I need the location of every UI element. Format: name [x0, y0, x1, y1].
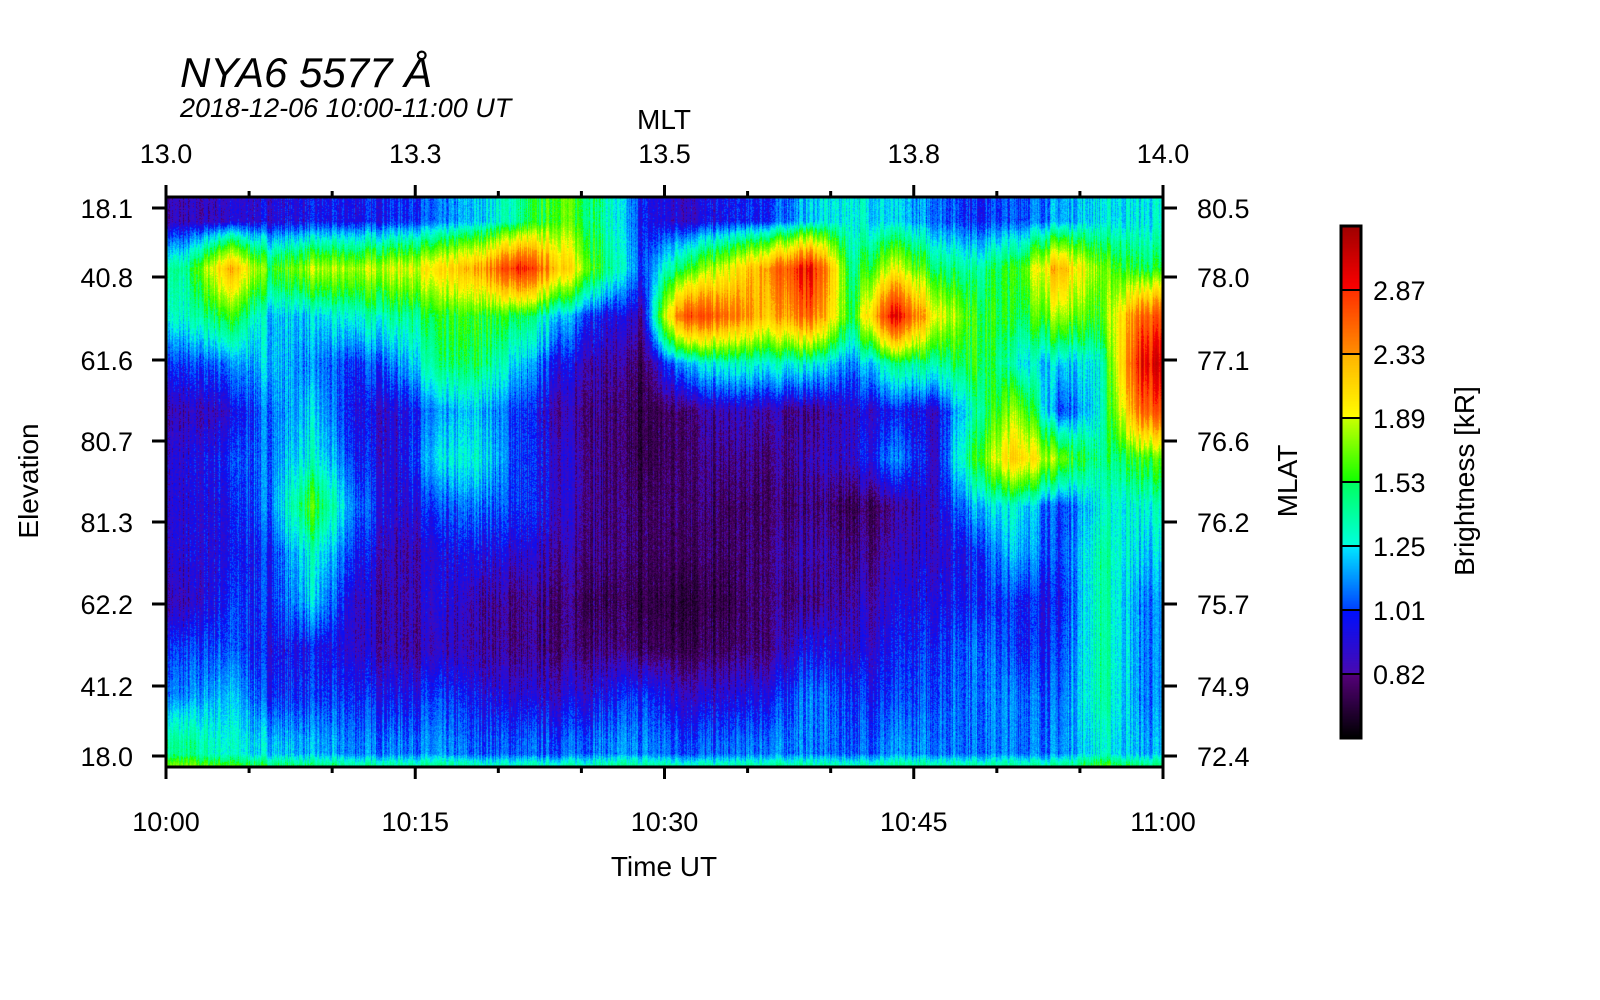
- right-tick-label: 77.1: [1197, 346, 1250, 376]
- right-tick-label: 72.4: [1197, 742, 1250, 772]
- colorbar-tick-label: 1.25: [1373, 532, 1426, 562]
- top-tick-label: 14.0: [1137, 139, 1190, 169]
- y-axis-label: Elevation: [13, 423, 44, 538]
- colorbar-label: Brightness [kR]: [1449, 386, 1480, 576]
- y-tick-label: 41.2: [80, 672, 133, 702]
- top-tick-label: 13.5: [638, 139, 691, 169]
- right-tick-label: 76.6: [1197, 427, 1250, 457]
- y-tick-label: 81.3: [80, 508, 133, 538]
- y-tick-label: 40.8: [80, 263, 133, 293]
- y-tick-label: 80.7: [80, 427, 133, 457]
- keogram-heatmap: [166, 197, 1163, 767]
- y-tick-label: 62.2: [80, 590, 133, 620]
- chart-title: NYA6 5577 Å: [180, 49, 432, 96]
- right-tick-label: 78.0: [1197, 263, 1250, 293]
- right-tick-label: 75.7: [1197, 590, 1250, 620]
- top-tick-label: 13.3: [389, 139, 442, 169]
- x-axis-label: Time UT: [611, 851, 717, 882]
- colorbar-tick-label: 1.53: [1373, 468, 1426, 498]
- colorbar-tick-label: 0.82: [1373, 660, 1426, 690]
- right-tick-label: 76.2: [1197, 508, 1250, 538]
- top-tick-label: 13.0: [140, 139, 193, 169]
- colorbar-tick-label: 1.01: [1373, 596, 1426, 626]
- plot-frame: [164, 195, 1165, 769]
- top-axis-label: MLT: [637, 104, 691, 135]
- y-tick-label: 61.6: [80, 346, 133, 376]
- x-tick-label: 10:00: [132, 807, 200, 837]
- chart-subtitle: 2018-12-06 10:00-11:00 UT: [179, 93, 514, 123]
- y-tick-label: 18.1: [80, 194, 133, 224]
- x-tick-label: 10:45: [880, 807, 948, 837]
- colorbar-tick-label: 2.87: [1373, 276, 1426, 306]
- x-tick-label: 10:15: [381, 807, 449, 837]
- x-tick-label: 11:00: [1130, 807, 1196, 837]
- colorbar-tick-label: 1.89: [1373, 404, 1426, 434]
- right-tick-label: 80.5: [1197, 194, 1250, 224]
- x-tick-label: 10:30: [631, 807, 699, 837]
- colorbar-tick-label: 2.33: [1373, 340, 1426, 370]
- right-tick-label: 74.9: [1197, 672, 1250, 702]
- top-tick-label: 13.8: [887, 139, 940, 169]
- y-tick-label: 18.0: [80, 742, 133, 772]
- right-axis-label: MLAT: [1272, 445, 1303, 518]
